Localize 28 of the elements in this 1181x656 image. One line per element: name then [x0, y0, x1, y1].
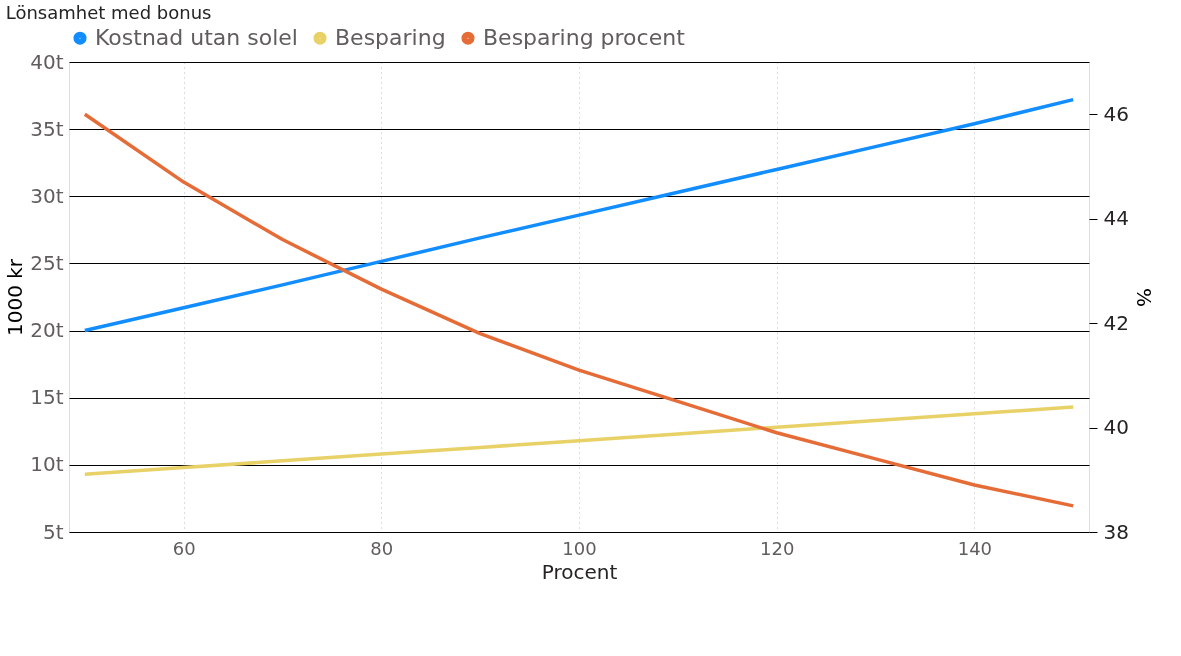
y-tick-label: 40t [30, 49, 64, 74]
x-tick-label: 120 [759, 537, 795, 559]
y-tick-label: 35t [30, 116, 64, 141]
y2-tick-label: 40 [1103, 415, 1129, 440]
chart-title: Lönsamhet med bonus [5, 2, 212, 23]
y-tick-label: 10t [30, 452, 64, 477]
y-tick-label: 5t [42, 519, 64, 544]
line-series [83, 97, 1075, 333]
y-tick-label: 20t [30, 318, 64, 343]
line-series [83, 112, 1075, 508]
x-tick-label: 140 [957, 537, 993, 559]
y-tick-label: 30t [30, 183, 64, 208]
x-tick-label: 80 [370, 537, 394, 559]
x-axis-title: Procent [541, 559, 618, 584]
y-tick-label: 15t [30, 385, 64, 410]
line-series [83, 405, 1075, 477]
y2-tick-label: 42 [1103, 310, 1129, 335]
x-tick-label: 60 [172, 537, 196, 559]
legend-label: Kostnad utan solel [95, 25, 298, 51]
legend-label: Besparing procent [483, 25, 686, 51]
y2-tick-label: 38 [1103, 519, 1129, 544]
y2-tick-label: 44 [1103, 206, 1129, 231]
legend-label: Besparing [335, 25, 446, 51]
y2-axis-title: % [1131, 287, 1156, 308]
y-axis-title: 1000 kr [3, 258, 28, 337]
y-tick-label: 25t [30, 250, 64, 275]
y2-tick-label: 46 [1103, 101, 1129, 126]
x-tick-label: 100 [562, 537, 597, 559]
